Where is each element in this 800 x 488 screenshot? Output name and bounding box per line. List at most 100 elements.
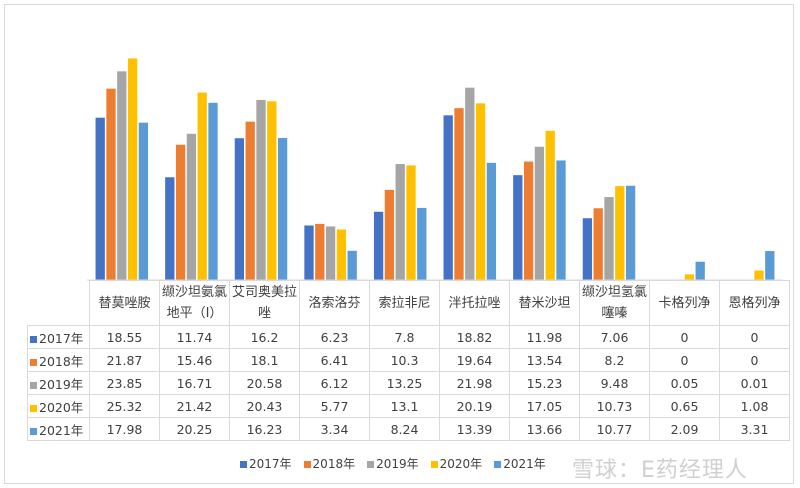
data-label: 10.73 (579, 394, 650, 418)
legend-item: 2021年 (494, 455, 546, 472)
bar-2017年-缬沙坦氨氯地平（I） (165, 177, 175, 280)
tick-label: 替米沙坦 (509, 280, 580, 326)
tick-label-line: 艾司奥美拉 (231, 285, 297, 300)
bar-2018年-替米沙坦 (523, 161, 534, 280)
bar-2020年-卡格列净 (684, 274, 695, 280)
data-label: 18.1 (229, 348, 300, 372)
bar-2020年-洛索洛芬 (336, 229, 347, 280)
tick-label-line: 噻嗪 (601, 306, 628, 321)
legend-item: 2019年 (367, 455, 419, 472)
legend-swatch (30, 404, 37, 412)
table-row: 2020年 25.32 21.42 20.43 5.77 13.1 20.19 17.05 10… (27, 394, 790, 418)
bar-2018年-替莫唑胺 (106, 88, 116, 280)
tick-label-line: 索拉非尼 (378, 295, 431, 311)
bar-2019年-缬沙坦氨氯地平（I） (186, 133, 197, 280)
data-label: 23.85 (89, 371, 160, 395)
data-label: 13.39 (439, 417, 510, 441)
bar-2019年-替莫唑胺 (117, 71, 127, 280)
data-label: 18.55 (89, 325, 160, 349)
data-label: 6.12 (299, 371, 370, 395)
data-label: 19.64 (439, 348, 510, 372)
legend-swatch (240, 461, 247, 468)
bar-2021年-替莫唑胺 (138, 122, 149, 280)
chart-frame (4, 4, 794, 484)
bar-2017年-洛索洛芬 (304, 225, 314, 280)
legend-swatch (30, 427, 37, 435)
tick-label: 卡格列净 (649, 280, 720, 326)
bar-2020年-泮托拉唑 (475, 103, 486, 281)
data-label: 2.09 (649, 417, 720, 441)
legend-swatch (30, 381, 37, 389)
bar-2020年-缬沙坦氨氯地平（I） (197, 92, 207, 280)
bar-2019年-泮托拉唑 (465, 87, 475, 280)
bar-2017年-缬沙坦氢氯噻嗪 (582, 218, 593, 280)
bar-2018年-艾司奥美拉唑 (245, 121, 255, 280)
data-label: 16.2 (229, 325, 300, 349)
data-label: 6.23 (299, 325, 370, 349)
bar-2021年-泮托拉唑 (486, 162, 497, 280)
legend-label: 2021年 (503, 457, 546, 471)
data-label: 3.34 (299, 417, 370, 441)
data-label: 16.71 (159, 371, 230, 395)
bar-2017年-索拉非尼 (373, 211, 384, 280)
bar-2021年-缬沙坦氢氯噻嗪 (625, 185, 636, 280)
data-label: 5.77 (299, 394, 370, 418)
data-label: 7.06 (579, 325, 650, 349)
bar-2019年-洛索洛芬 (325, 226, 336, 280)
tick-label: 替莫唑胺 (89, 280, 160, 326)
watermark: 雪球：E药经理人 (572, 458, 748, 483)
tick-label: 泮托拉唑 (439, 280, 510, 326)
series-name: 2021年 (39, 422, 84, 438)
data-label: 16.23 (229, 417, 300, 441)
series-name: 2020年 (39, 399, 84, 415)
bar-2020年-索拉非尼 (406, 165, 416, 280)
data-label: 18.82 (439, 325, 510, 349)
bar-2020年-恩格列净 (754, 270, 764, 280)
data-label: 9.48 (579, 371, 650, 395)
tick-label: 缬沙坦氢氯 噻嗪 (579, 280, 650, 326)
tick-label: 索拉非尼 (369, 280, 440, 326)
bar-2020年-缬沙坦氢氯噻嗪 (615, 186, 625, 280)
tick-label: 恩格列净 (719, 280, 790, 326)
legend-label: 2020年 (439, 457, 483, 471)
bar-2020年-替莫唑胺 (127, 58, 138, 281)
data-label: 21.98 (439, 371, 510, 395)
bar-2018年-泮托拉唑 (454, 108, 464, 281)
legend-item: 2020年 (430, 455, 483, 472)
legend-swatch (303, 461, 311, 468)
data-label: 0.65 (649, 394, 720, 418)
bar-2018年-洛索洛芬 (315, 223, 325, 280)
legend-label: 2018年 (312, 457, 356, 471)
data-label: 0 (719, 325, 790, 349)
series-name: 2017年 (39, 330, 84, 346)
data-label: 8.2 (579, 348, 650, 372)
plot-area (87, 58, 783, 281)
data-label: 0 (649, 348, 720, 372)
data-label: 17.05 (509, 394, 580, 418)
data-label: 21.87 (89, 348, 160, 372)
data-label: 20.58 (229, 371, 300, 395)
data-label: 15.23 (509, 371, 580, 395)
bar-2017年-替米沙坦 (513, 175, 523, 280)
data-label: 1.08 (719, 394, 790, 418)
bar-2019年-替米沙坦 (534, 146, 545, 280)
data-label: 8.24 (369, 417, 440, 441)
tick-label-line: 替米沙坦 (518, 295, 571, 311)
data-label: 0.05 (649, 371, 720, 395)
bar-2021年-索拉非尼 (417, 207, 427, 280)
bar-2020年-替米沙坦 (545, 130, 555, 280)
table-row: 2019年 23.85 16.71 20.58 6.12 13.25 21.98 15.23 9… (27, 371, 790, 395)
bar-2018年-缬沙坦氨氯地平（I） (175, 144, 186, 280)
legend-label: 2019年 (376, 457, 419, 471)
data-label: 20.25 (159, 417, 230, 441)
bar-2020年-艾司奥美拉唑 (267, 101, 277, 280)
row-header: 2017年 (27, 325, 90, 349)
tick-label-line: 洛索洛芬 (308, 295, 361, 311)
tick-label-line: 唑 (257, 306, 271, 321)
legend-swatch (494, 461, 502, 468)
table-row: 2017年 18.55 11.74 16.2 6.23 7.8 18.82 11.98 7.06… (27, 325, 790, 349)
data-label: 15.46 (159, 348, 230, 372)
bar-2019年-索拉非尼 (395, 164, 405, 280)
data-label: 20.19 (439, 394, 510, 418)
